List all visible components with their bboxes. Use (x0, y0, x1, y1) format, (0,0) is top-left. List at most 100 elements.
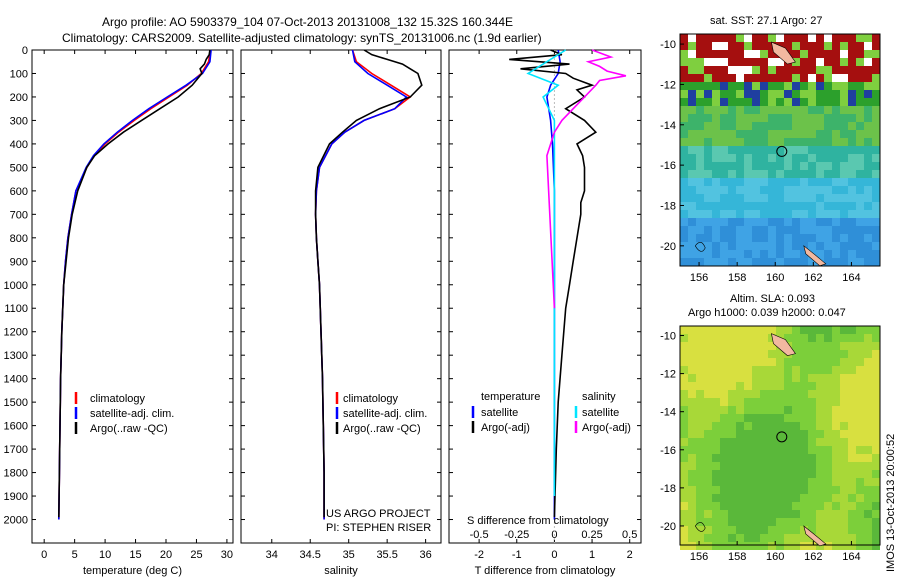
map-cell (840, 526, 848, 534)
map-cell (824, 98, 832, 106)
map-cell (744, 390, 752, 398)
map-cell (816, 534, 824, 542)
y-tick-label: 400 (10, 139, 28, 151)
map-cell (872, 106, 880, 114)
map-cell (712, 398, 720, 406)
map-cell (744, 398, 752, 406)
map-cell (872, 382, 880, 390)
y-tick-label: -12 (660, 369, 676, 381)
map-cell (680, 486, 688, 494)
map-cell (744, 138, 752, 146)
map-cell (856, 90, 864, 98)
map-cell (768, 326, 776, 334)
map-cell (704, 258, 712, 266)
map-cell (720, 58, 728, 66)
map-cell (680, 406, 688, 414)
map-cell (816, 406, 824, 414)
map-cell (680, 334, 688, 342)
map-cell (856, 106, 864, 114)
map-cell (704, 50, 712, 58)
map-cell (768, 486, 776, 494)
map-cell (744, 326, 752, 334)
legend-satellite: satellite-adj. clim. (343, 408, 427, 420)
map-cell (744, 106, 752, 114)
map-cell (736, 194, 744, 202)
map-cell (696, 446, 704, 454)
map-cell (760, 486, 768, 494)
map-cell (792, 226, 800, 234)
map-cell (688, 218, 696, 226)
map-cell (768, 454, 776, 462)
map-cell (864, 106, 872, 114)
map-cell (856, 226, 864, 234)
map-cell (856, 138, 864, 146)
map-cell (688, 194, 696, 202)
map-cell (856, 390, 864, 398)
map-cell (728, 74, 736, 82)
map-cell (688, 470, 696, 478)
map-cell (816, 58, 824, 66)
map-cell (752, 66, 760, 74)
map-cell (720, 154, 728, 162)
map-cell (776, 494, 784, 502)
map-cell (792, 170, 800, 178)
map-cell (808, 258, 816, 266)
map-cell (824, 66, 832, 74)
map-cell (752, 234, 760, 242)
map-cell (744, 98, 752, 106)
map-cell (848, 358, 856, 366)
map-cell (816, 202, 824, 210)
map-cell (696, 146, 704, 154)
map-cell (872, 526, 880, 534)
map-cell (760, 58, 768, 66)
map-cell (696, 406, 704, 414)
map-cell (712, 350, 720, 358)
map-cell (800, 358, 808, 366)
plot-frame (448, 49, 642, 544)
map-cell (768, 146, 776, 154)
map-cell (784, 114, 792, 122)
map-cell (864, 58, 872, 66)
map-cell (752, 106, 760, 114)
map-cell (792, 470, 800, 478)
map-cell (792, 382, 800, 390)
map-cell (856, 494, 864, 502)
y-tick-label: 900 (10, 256, 28, 268)
y-tick-label: -18 (660, 200, 676, 212)
map-cell (736, 406, 744, 414)
map-cell (784, 366, 792, 374)
map-cell (872, 542, 880, 550)
map-cell (752, 154, 760, 162)
map-cell (696, 170, 704, 178)
map-cell (696, 350, 704, 358)
map-cell (792, 414, 800, 422)
map-cell (744, 122, 752, 130)
map-cell (848, 186, 856, 194)
map-cell (720, 438, 728, 446)
map-cell (712, 34, 720, 42)
map-cell (768, 366, 776, 374)
map-cell (680, 250, 688, 258)
map-cell (752, 438, 760, 446)
map-cell (800, 178, 808, 186)
map-cell (728, 234, 736, 242)
map-cell (872, 90, 880, 98)
map-cell (872, 518, 880, 526)
map-cell (680, 454, 688, 462)
map-cell (696, 218, 704, 226)
map-cell (848, 194, 856, 202)
map-cell (744, 218, 752, 226)
map-cell (696, 414, 704, 422)
x-tick-label: -2 (474, 549, 484, 561)
x2-tick-label: -0.25 (504, 529, 529, 541)
map-cell (736, 534, 744, 542)
map-cell (808, 74, 816, 82)
map-cell (704, 146, 712, 154)
map-cell (800, 446, 808, 454)
map-cell (760, 194, 768, 202)
map-cell (848, 162, 856, 170)
map-cell (720, 470, 728, 478)
legend-sal-argo: Argo(-adj) (582, 422, 631, 434)
map-cell (752, 202, 760, 210)
map-cell (712, 494, 720, 502)
